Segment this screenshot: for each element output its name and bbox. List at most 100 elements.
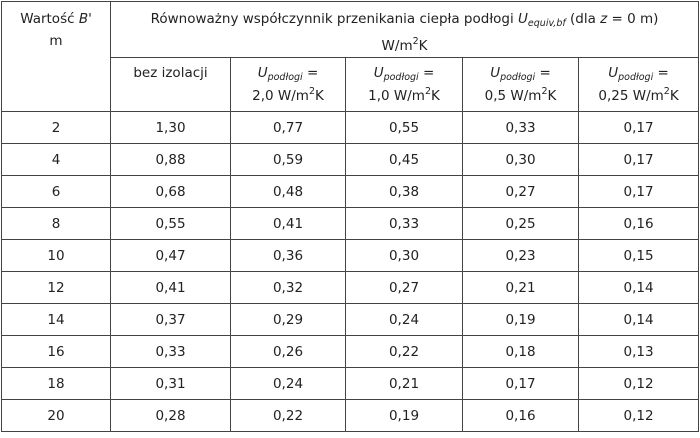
table-cell: 18 <box>1 367 111 400</box>
table-cell: 0,27 <box>462 175 579 208</box>
text-segment: = <box>302 65 319 81</box>
table-cell: 0,22 <box>230 399 346 432</box>
text-segment: W/m <box>381 38 413 54</box>
table-cell: 0,15 <box>577 239 700 272</box>
table-cell: 8 <box>1 207 111 240</box>
table-cell: 0,47 <box>110 239 231 272</box>
table-cell: 0,25 <box>462 207 579 240</box>
table-cell: 0,28 <box>110 399 231 432</box>
table-cell: 0,88 <box>110 143 231 176</box>
header-cell: Równoważny współczynnik przenikania ciep… <box>109 1 700 58</box>
table-cell: 0,14 <box>577 303 700 336</box>
table-cell: 0,12 <box>577 399 700 432</box>
text-line: bez izolacji <box>115 64 226 82</box>
text-segment: 2,0 W/m <box>252 88 309 104</box>
table-cell: 0,32 <box>230 271 346 304</box>
table-cell: 4 <box>1 143 111 176</box>
table-cell: 0,55 <box>110 207 231 240</box>
text-segment: 2 <box>412 36 419 47</box>
table-row: 10 0,47 0,36 0,30 0,23 0,15 <box>1 239 700 272</box>
text-line: Upodłogi = <box>583 64 694 87</box>
table-row: 6 0,68 0,48 0,38 0,27 0,17 <box>1 175 700 208</box>
table-row: 8 0,55 0,41 0,33 0,25 0,16 <box>1 207 700 240</box>
header-cell: Upodłogi = 2,0 W/m2K <box>230 57 346 112</box>
text-segment: z <box>600 11 608 27</box>
table-row: 14 0,37 0,29 0,24 0,19 0,14 <box>1 303 700 336</box>
table-cell: 0,16 <box>462 399 579 432</box>
table-cell: 0,33 <box>462 111 579 144</box>
table-cell: 0,19 <box>462 303 579 336</box>
table-row: 18 0,31 0,24 0,21 0,17 0,12 <box>1 367 700 400</box>
table-cell: 0,17 <box>577 143 700 176</box>
text-segment: podłogi <box>618 72 654 83</box>
table-cell: 1,30 <box>110 111 231 144</box>
table-cell: 0,77 <box>230 111 346 144</box>
header-cell: Upodłogi = 0,5 W/m2K <box>462 57 579 112</box>
table-cell: 0,59 <box>230 143 346 176</box>
text-segment: 2 <box>541 86 548 97</box>
text-segment: bez izolacji <box>133 65 208 81</box>
table-cell: 0,24 <box>230 367 346 400</box>
table-cell: 0,22 <box>345 335 463 368</box>
text-segment: m <box>49 33 63 49</box>
table-cell: 0,19 <box>345 399 463 432</box>
text-segment: podłogi <box>500 72 536 83</box>
text-segment: (dla <box>565 11 601 27</box>
header-cell: bez izolacji <box>110 57 231 112</box>
text-segment: podłogi <box>267 72 303 83</box>
table-cell: 16 <box>1 335 111 368</box>
table-cell: 0,55 <box>345 111 463 144</box>
text-segment: equiv,bf <box>527 18 566 29</box>
text-line: 0,5 W/m2K <box>467 87 574 105</box>
text-line: 1,0 W/m2K <box>350 87 458 105</box>
text-segment: = <box>418 65 435 81</box>
table-cell: 0,33 <box>110 335 231 368</box>
table-cell: 0,45 <box>345 143 463 176</box>
table-cell: 0,23 <box>462 239 579 272</box>
header-cell: Upodłogi = 1,0 W/m2K <box>345 57 463 112</box>
table-cell: 0,31 <box>110 367 231 400</box>
text-segment: K <box>431 88 440 104</box>
text-segment: 0,5 W/m <box>484 88 542 104</box>
text-segment: 0,25 W/m <box>598 88 664 104</box>
text-segment: U <box>257 65 268 81</box>
text-line: m <box>6 30 106 52</box>
table-cell: 20 <box>1 399 111 432</box>
table-row: 4 0,88 0,59 0,45 0,30 0,17 <box>1 143 700 176</box>
table-cell: 0,12 <box>577 367 700 400</box>
table-cell: 0,41 <box>110 271 231 304</box>
table-cell: 0,17 <box>462 367 579 400</box>
text-segment: 2 <box>424 86 431 97</box>
table-cell: 0,36 <box>230 239 346 272</box>
text-segment: B' <box>78 11 92 27</box>
table-cell: 0,16 <box>577 207 700 240</box>
table-cell: 0,26 <box>230 335 346 368</box>
text-line: 0,25 W/m2K <box>583 87 694 105</box>
text-line: Wartość B' <box>6 8 106 30</box>
text-line: 2,0 W/m2K <box>235 87 341 105</box>
table-cell: 12 <box>1 271 111 304</box>
text-segment: K <box>315 88 324 104</box>
table-cell: 0,30 <box>462 143 579 176</box>
table-cell: 0,14 <box>577 271 700 304</box>
text-segment: = <box>653 65 669 81</box>
text-segment: 2 <box>308 86 315 97</box>
table-cell: 0,27 <box>345 271 463 304</box>
table-cell: 0,21 <box>462 271 579 304</box>
table-cell: 0,17 <box>577 111 700 144</box>
text-segment: U <box>608 65 619 81</box>
table-cell: 0,24 <box>345 303 463 336</box>
header-cell: Wartość B' m <box>1 1 111 112</box>
table-cell: 0,41 <box>230 207 346 240</box>
text-segment: K <box>418 38 428 54</box>
table-cell: 0,30 <box>345 239 463 272</box>
text-line: W/m2K <box>115 35 694 57</box>
text-segment: Równoważny współczynnik przenikania ciep… <box>150 11 519 27</box>
text-segment: K <box>547 88 557 104</box>
text-line: Równoważny współczynnik przenikania ciep… <box>115 8 694 35</box>
table-cell: 2 <box>1 111 111 144</box>
text-line: Upodłogi = <box>467 64 574 87</box>
table-cell: 0,68 <box>110 175 231 208</box>
table-cell: 0,17 <box>577 175 700 208</box>
